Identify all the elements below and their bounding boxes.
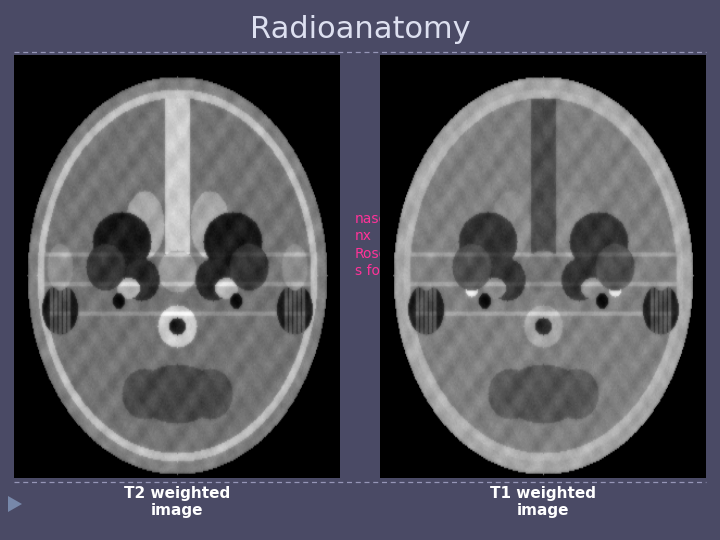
Bar (245, 227, 310, 282)
Text: T2 weighted
image: T2 weighted image (124, 486, 230, 518)
Text: T1 weighted
image: T1 weighted image (490, 486, 596, 518)
Text: Radioanatomy: Radioanatomy (250, 16, 470, 44)
Text: nasophary
nx
Rosenmuller
s fossa: nasophary nx Rosenmuller s fossa (355, 212, 441, 278)
Bar (482, 227, 547, 282)
Polygon shape (8, 496, 22, 512)
